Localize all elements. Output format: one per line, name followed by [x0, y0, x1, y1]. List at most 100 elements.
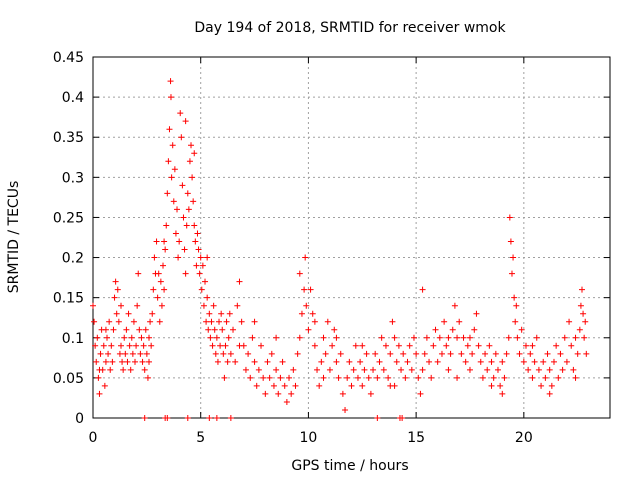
- data-point: [443, 342, 450, 349]
- data-point: [193, 262, 200, 269]
- data-point: [151, 254, 158, 261]
- data-point: [574, 350, 581, 357]
- data-point: [413, 350, 420, 357]
- data-point: [516, 350, 523, 357]
- data-point: [339, 390, 346, 397]
- data-point: [494, 366, 501, 373]
- data-point: [177, 110, 184, 117]
- data-point: [133, 342, 140, 349]
- data-point: [466, 366, 473, 373]
- data-point: [559, 366, 566, 373]
- data-point: [217, 342, 224, 349]
- data-point: [164, 190, 171, 197]
- data-point: [555, 374, 562, 381]
- data-point: [161, 238, 168, 245]
- data-point: [184, 190, 191, 197]
- data-point: [204, 294, 211, 301]
- data-point: [116, 350, 123, 357]
- data-point: [471, 326, 478, 333]
- data-point: [115, 318, 122, 325]
- data-point: [399, 415, 406, 421]
- data-point: [376, 358, 383, 365]
- data-point: [150, 286, 157, 293]
- data-point: [419, 366, 426, 373]
- data-point: [322, 350, 329, 357]
- data-point: [211, 326, 218, 333]
- data-point: [149, 310, 156, 317]
- data-point: [260, 374, 267, 381]
- data-point: [324, 318, 331, 325]
- data-point: [220, 350, 227, 357]
- data-point: [529, 374, 536, 381]
- data-point: [286, 374, 293, 381]
- x-tick-label: 20: [515, 430, 533, 446]
- data-point: [522, 342, 529, 349]
- data-point: [387, 382, 394, 389]
- data-point: [143, 350, 150, 357]
- data-point: [232, 358, 239, 365]
- data-point: [203, 318, 210, 325]
- data-point: [445, 334, 452, 341]
- data-point: [130, 318, 137, 325]
- data-point: [302, 254, 309, 261]
- data-point: [97, 350, 104, 357]
- data-point: [305, 326, 312, 333]
- x-tick-label: 5: [196, 430, 205, 446]
- data-point: [279, 358, 286, 365]
- data-point: [118, 302, 125, 309]
- data-point: [93, 358, 100, 365]
- data-point: [138, 334, 145, 341]
- data-point: [374, 415, 381, 421]
- data-point: [94, 334, 101, 341]
- data-point: [238, 318, 245, 325]
- data-point: [333, 358, 340, 365]
- data-point: [281, 382, 288, 389]
- data-point: [214, 358, 221, 365]
- data-point: [359, 382, 366, 389]
- data-point: [218, 310, 225, 317]
- data-point: [546, 366, 553, 373]
- data-point: [146, 358, 153, 365]
- data-point: [538, 382, 545, 389]
- data-point: [363, 350, 370, 357]
- y-axis-label: SRMTID / TECUs: [6, 181, 22, 294]
- data-point: [245, 350, 252, 357]
- data-point: [182, 270, 189, 277]
- data-point: [169, 142, 176, 149]
- y-tick-label: 0.4: [62, 90, 84, 106]
- data-point: [190, 198, 197, 205]
- data-point: [311, 318, 318, 325]
- data-point: [389, 318, 396, 325]
- data-point: [204, 254, 211, 261]
- data-point: [473, 310, 480, 317]
- data-point: [507, 238, 514, 245]
- data-point: [449, 326, 456, 333]
- data-point: [126, 342, 133, 349]
- data-point: [273, 334, 280, 341]
- data-point: [460, 334, 467, 341]
- data-point: [488, 382, 495, 389]
- data-point: [492, 350, 499, 357]
- data-point: [326, 366, 333, 373]
- data-point: [447, 350, 454, 357]
- data-point: [518, 326, 525, 333]
- x-axis: 0 5 10 15 20: [89, 57, 533, 446]
- data-point: [365, 374, 372, 381]
- data-point: [406, 342, 413, 349]
- data-point: [227, 350, 234, 357]
- data-point: [290, 366, 297, 373]
- data-point: [140, 342, 147, 349]
- data-point: [236, 342, 243, 349]
- data-point: [309, 310, 316, 317]
- data-point: [197, 254, 204, 261]
- data-point: [113, 310, 120, 317]
- data-point: [175, 254, 182, 261]
- data-point: [314, 366, 321, 373]
- data-point: [112, 278, 119, 285]
- data-point: [372, 350, 379, 357]
- data-point: [270, 382, 277, 389]
- data-point: [441, 318, 448, 325]
- data-point: [225, 334, 232, 341]
- data-point: [212, 350, 219, 357]
- data-point: [404, 358, 411, 365]
